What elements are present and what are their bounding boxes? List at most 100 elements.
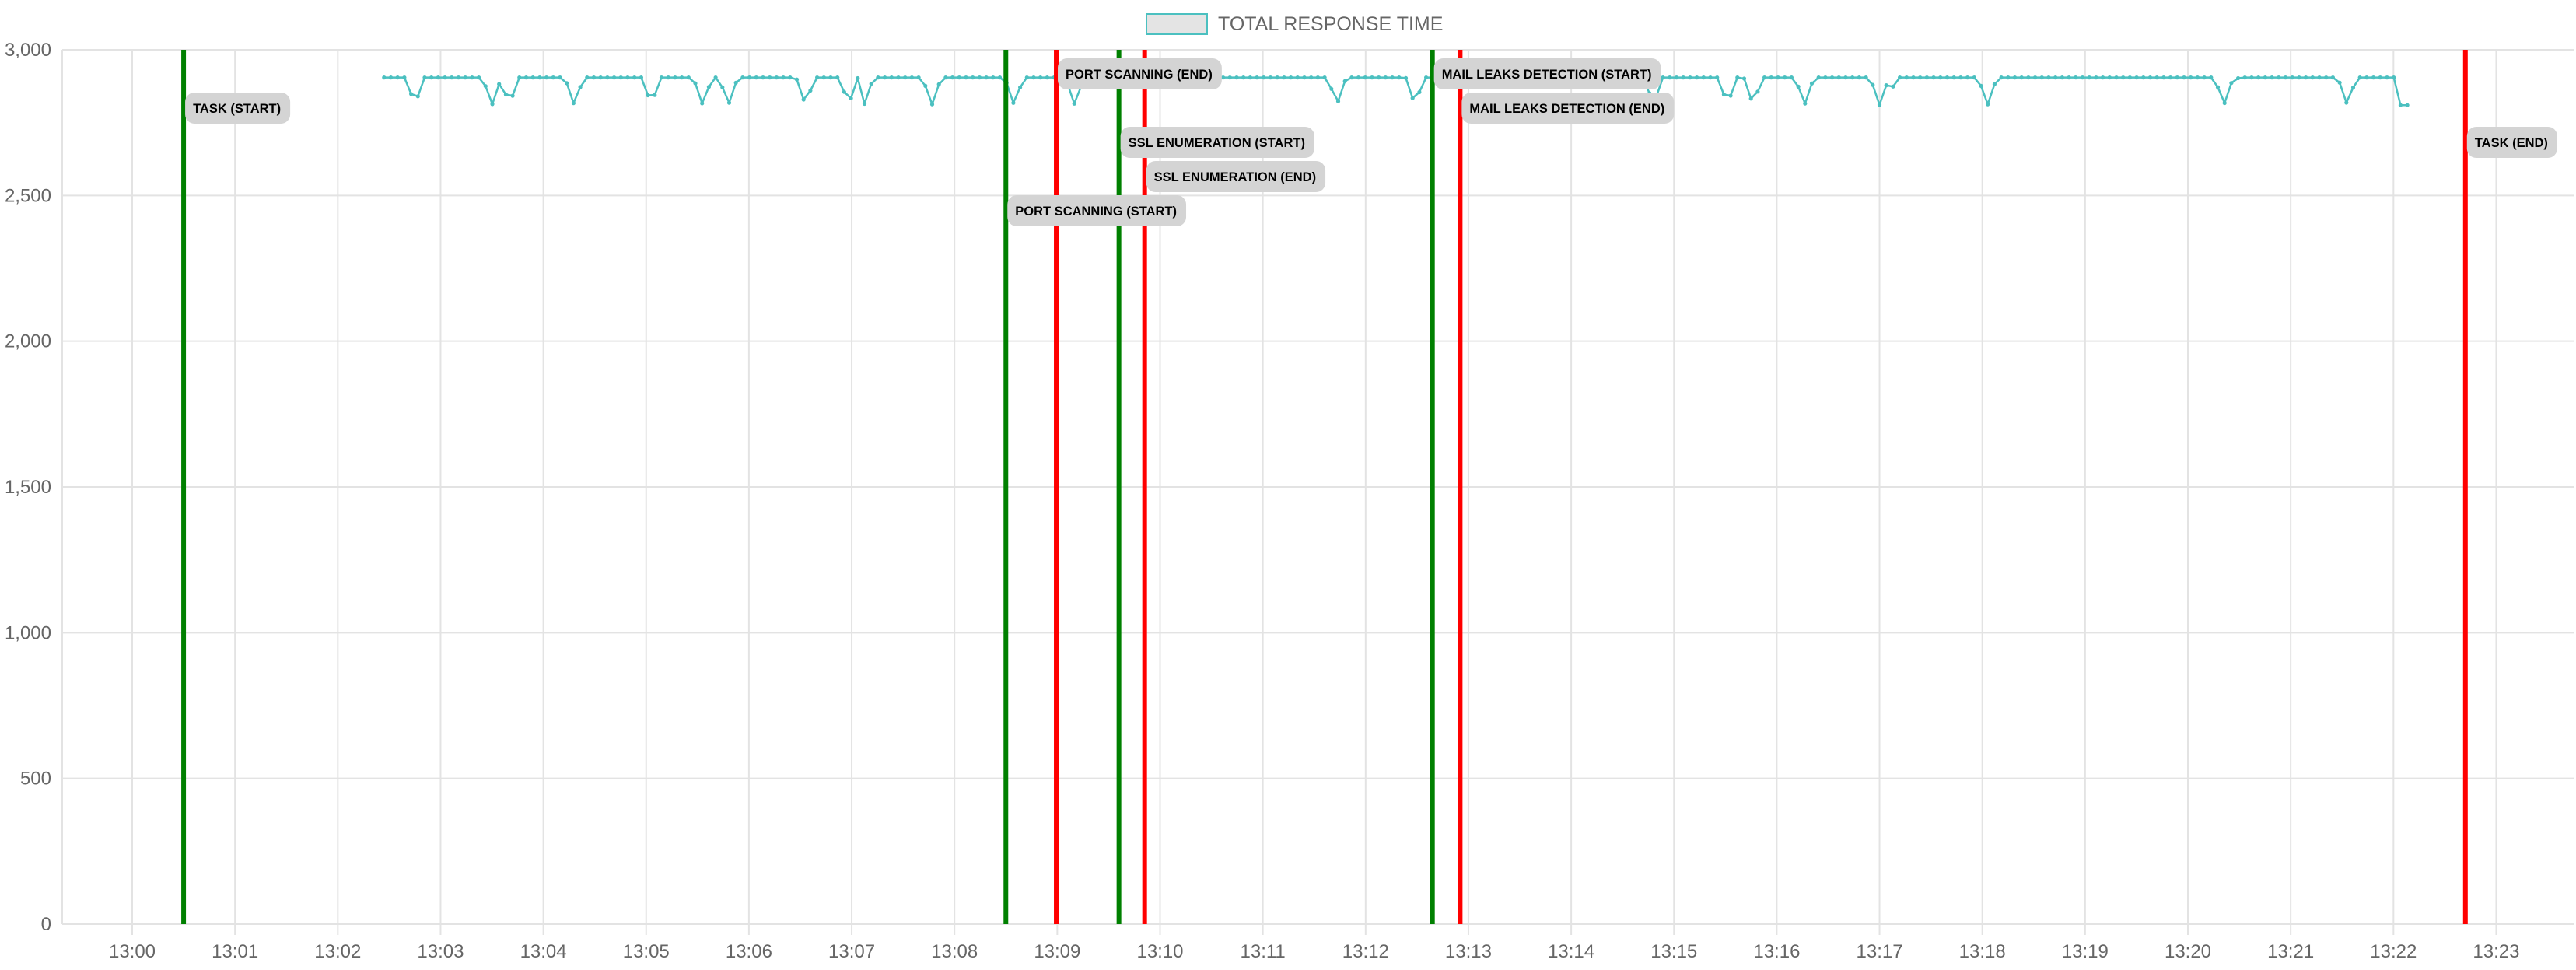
data-point xyxy=(1776,75,1780,80)
data-point xyxy=(517,75,522,80)
data-point xyxy=(1938,75,1943,80)
data-point xyxy=(2350,85,2356,90)
data-point xyxy=(565,81,569,86)
annotation-label-bg xyxy=(2466,127,2557,158)
legend-label[interactable]: TOTAL RESPONSE TIME xyxy=(1218,13,1443,35)
annotation-text: SSL ENUMERATION (END) xyxy=(1154,170,1316,184)
data-point xyxy=(2330,75,2335,80)
data-point xyxy=(815,75,820,80)
data-point xyxy=(1072,101,1076,106)
x-tick-label: 13:19 xyxy=(2062,941,2109,962)
x-tick-label: 13:12 xyxy=(1342,941,1389,962)
data-point xyxy=(2405,103,2410,107)
data-point xyxy=(808,88,813,93)
data-point xyxy=(768,75,772,80)
data-point xyxy=(1965,75,1970,80)
data-point xyxy=(625,75,630,80)
data-point xyxy=(2019,75,2024,80)
data-point xyxy=(2357,75,2362,80)
annotation-label-bg xyxy=(1461,93,1675,124)
data-point xyxy=(443,75,447,80)
annotation-label-bg xyxy=(1120,127,1314,158)
axes: 0 500 1,000 1,500 2,000 2,500 3,000 13:00 13:01 1… xyxy=(5,40,2520,962)
x-tick-label: 13:04 xyxy=(520,941,567,962)
data-point xyxy=(2074,75,2078,80)
data-point xyxy=(2006,75,2011,80)
data-point xyxy=(2127,75,2132,80)
annotation-text: MAIL LEAKS DETECTION (START) xyxy=(1442,68,1652,82)
x-tick-label: 13:01 xyxy=(212,941,258,962)
data-point xyxy=(490,102,495,107)
annotation-label: MAIL LEAKS DETECTION (END) xyxy=(1461,93,1675,124)
data-point xyxy=(964,75,968,80)
data-point xyxy=(2277,75,2281,80)
data-point xyxy=(1349,75,1354,80)
data-point xyxy=(1335,99,1341,103)
data-point xyxy=(2107,75,2112,80)
data-point xyxy=(1708,75,1713,80)
data-point xyxy=(842,89,846,94)
data-point xyxy=(551,75,555,80)
legend[interactable]: TOTAL RESPONSE TIME xyxy=(1146,13,1443,35)
data-point xyxy=(943,75,948,80)
data-point xyxy=(1823,75,1828,80)
annotation-text: MAIL LEAKS DETECTION (END) xyxy=(1469,102,1664,116)
data-point xyxy=(936,82,941,86)
data-point xyxy=(456,75,461,80)
x-tick-label: 13:13 xyxy=(1445,941,1492,962)
data-point xyxy=(1830,75,1835,80)
data-point xyxy=(2114,75,2119,80)
data-point xyxy=(2033,75,2038,80)
data-point xyxy=(673,75,677,80)
x-tick-label: 13:11 xyxy=(1241,941,1286,962)
legend-swatch[interactable] xyxy=(1146,13,1208,35)
data-point xyxy=(909,75,914,80)
data-point xyxy=(2378,75,2382,80)
data-point xyxy=(1986,102,1990,107)
annotation-layer: TASK (START) PORT SCANNING (START) PORT SC… xyxy=(181,50,2557,924)
data-point xyxy=(916,75,921,80)
data-point xyxy=(856,75,860,81)
data-point xyxy=(1857,75,1861,80)
data-point xyxy=(2236,75,2241,81)
data-point xyxy=(612,75,617,80)
annotation-label-bg xyxy=(1007,195,1187,226)
data-point xyxy=(2290,75,2294,80)
data-point xyxy=(1322,75,1327,80)
data-point xyxy=(733,80,738,85)
x-tick-label: 13:23 xyxy=(2473,941,2519,962)
annotation-label: PORT SCANNING (END) xyxy=(1058,58,1222,89)
data-point xyxy=(1783,75,1787,80)
data-point xyxy=(2398,103,2403,107)
data-point xyxy=(2168,75,2173,80)
data-point xyxy=(2317,75,2322,80)
data-point xyxy=(1741,76,1747,81)
data-point xyxy=(903,75,908,80)
data-point xyxy=(686,75,691,80)
data-point xyxy=(578,85,583,89)
data-point xyxy=(1011,100,1016,105)
data-point xyxy=(2283,75,2288,80)
x-tick-label: 13:17 xyxy=(1857,941,1903,962)
data-point xyxy=(1018,85,1023,89)
data-point xyxy=(2364,75,2369,80)
data-point xyxy=(1038,75,1043,80)
data-point xyxy=(477,75,481,80)
data-point xyxy=(1661,75,1665,80)
data-point xyxy=(2310,75,2315,80)
data-point xyxy=(1424,75,1429,80)
data-point xyxy=(2175,75,2179,80)
annotation-label-bg xyxy=(1146,161,1326,192)
data-point xyxy=(2385,75,2389,80)
data-point xyxy=(883,75,887,80)
data-point xyxy=(2121,75,2126,80)
data-point xyxy=(889,75,894,80)
x-tick-label: 13:00 xyxy=(109,941,156,962)
data-point xyxy=(2134,75,2139,80)
annotation-label-bg xyxy=(1058,58,1222,89)
grid xyxy=(61,49,2574,935)
data-point xyxy=(1796,84,1801,89)
data-point xyxy=(1024,75,1029,80)
data-point xyxy=(754,75,758,80)
